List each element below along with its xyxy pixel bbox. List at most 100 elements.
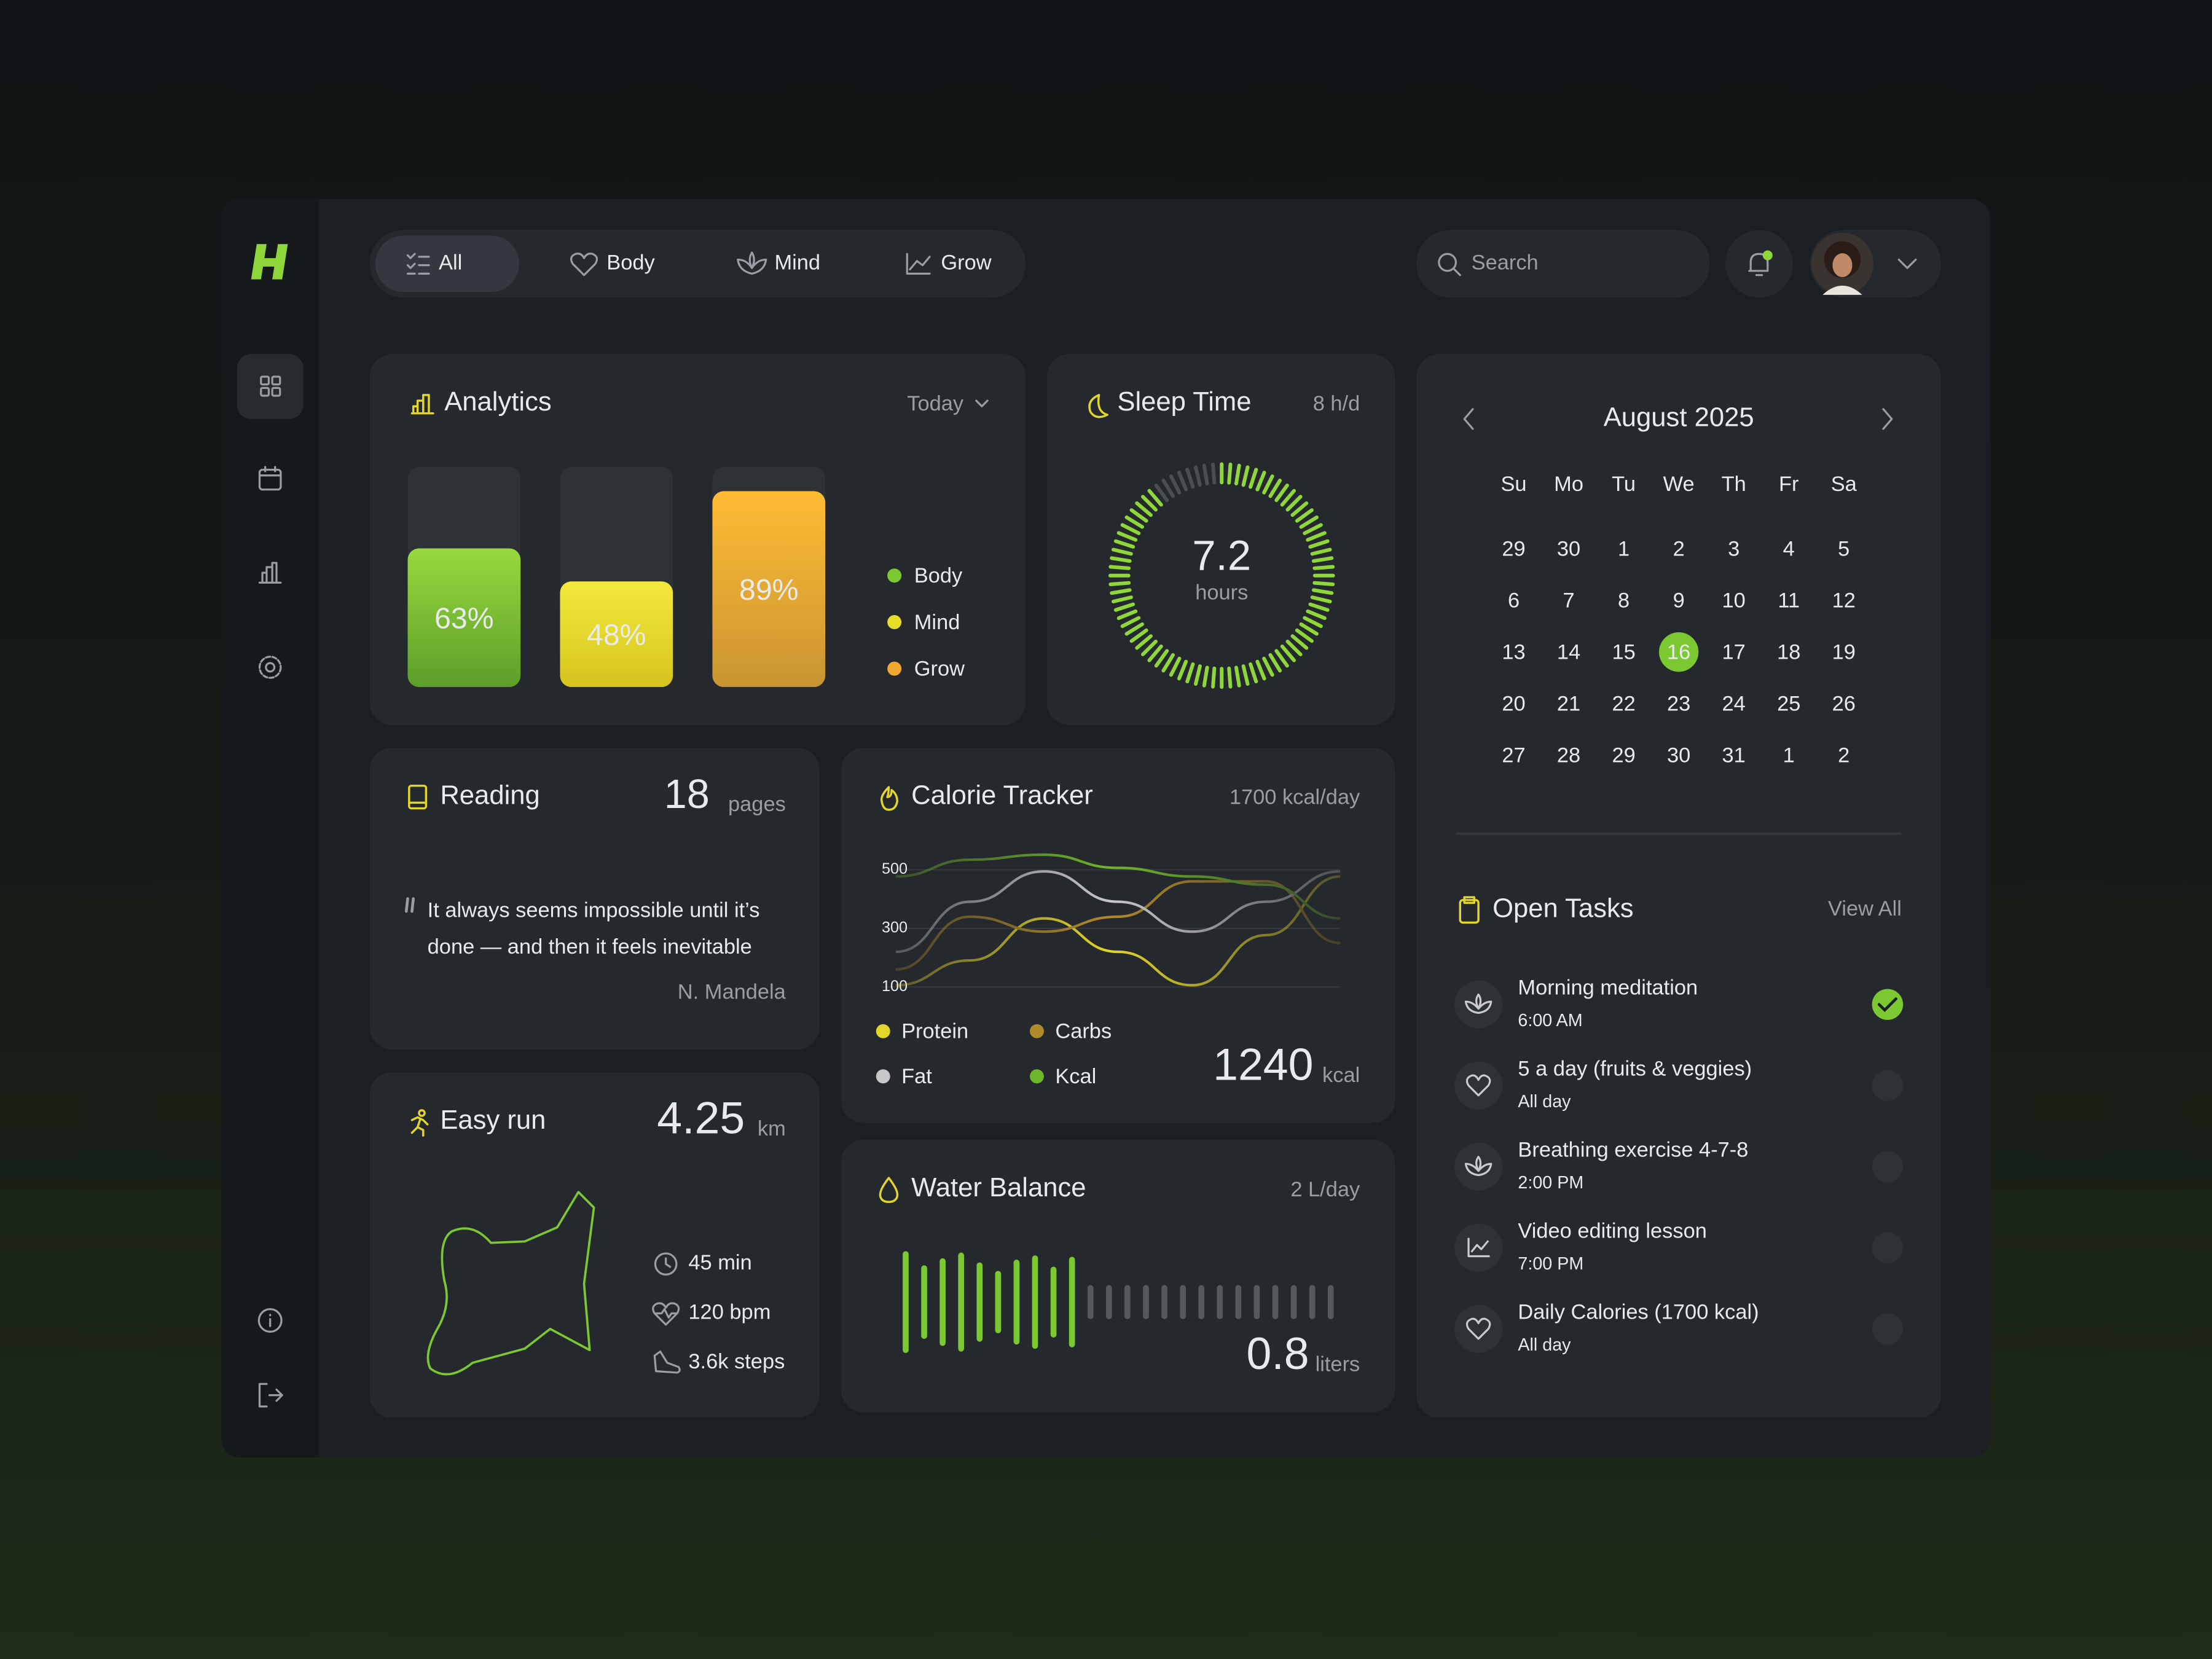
run-title: Easy run <box>440 1105 546 1135</box>
task-title: Morning meditation <box>1518 976 1698 1000</box>
water-icon <box>879 1177 899 1203</box>
day[interactable]: 17 <box>1722 641 1746 664</box>
tab-label[interactable]: Mind <box>774 251 820 274</box>
day[interactable]: 25 <box>1777 692 1800 716</box>
run-stat: 120 bpm <box>688 1301 771 1324</box>
legend-label: Mind <box>914 611 960 634</box>
day[interactable]: 21 <box>1557 692 1580 716</box>
search-box[interactable] <box>1416 230 1710 298</box>
notification-button[interactable] <box>1725 230 1794 298</box>
tab-label[interactable]: Body <box>606 251 655 274</box>
analytics-icon <box>410 394 434 415</box>
task-check[interactable] <box>1872 1070 1904 1101</box>
task-icon <box>1467 1237 1490 1258</box>
day[interactable]: 30 <box>1667 744 1690 767</box>
day[interactable]: 29 <box>1612 744 1635 767</box>
task-check[interactable] <box>1872 989 1904 1020</box>
task-check[interactable] <box>1872 1232 1904 1263</box>
task-icon-bg <box>1454 1142 1503 1191</box>
legend-label: Kcal <box>1055 1065 1096 1088</box>
task-icon <box>1464 1156 1492 1177</box>
day[interactable]: 9 <box>1673 589 1685 613</box>
task-check[interactable] <box>1872 1151 1904 1182</box>
nav-logout[interactable] <box>258 1382 283 1408</box>
sidebar <box>221 198 319 1457</box>
task-icon <box>1465 1317 1491 1340</box>
day[interactable]: 29 <box>1502 538 1525 561</box>
day[interactable]: 2 <box>1838 744 1849 767</box>
day[interactable]: 27 <box>1502 744 1525 767</box>
quote-author: N. Mandela <box>678 980 786 1003</box>
bar-label: 89% <box>739 573 798 606</box>
prev-month[interactable] <box>1463 408 1474 430</box>
calorie-card <box>841 747 1395 1123</box>
day[interactable]: 16 <box>1667 641 1690 664</box>
tab-active-bg <box>375 235 519 292</box>
weekday: Fr <box>1779 473 1798 496</box>
tab-label[interactable]: All <box>439 251 462 274</box>
sleep-goal: 8 h/d <box>1313 392 1360 415</box>
task-icon-bg <box>1454 1223 1503 1272</box>
legend-dot <box>1030 1024 1044 1038</box>
day[interactable]: 5 <box>1838 538 1849 561</box>
y-tick-label: 500 <box>882 860 908 877</box>
day[interactable]: 24 <box>1722 692 1746 716</box>
run-distance: 4.25 <box>657 1092 745 1143</box>
day[interactable]: 6 <box>1508 589 1520 613</box>
day[interactable]: 15 <box>1612 641 1635 664</box>
water-title: Water Balance <box>911 1173 1086 1202</box>
task-check[interactable] <box>1872 1313 1904 1345</box>
task-title: Breathing exercise 4-7-8 <box>1518 1139 1748 1162</box>
tab-icon-body <box>570 253 598 276</box>
day[interactable]: 1 <box>1783 744 1795 767</box>
nav-info[interactable] <box>257 1308 283 1333</box>
legend-label: Carbs <box>1055 1020 1112 1043</box>
day[interactable]: 14 <box>1557 641 1580 664</box>
day[interactable]: 4 <box>1783 538 1795 561</box>
day[interactable]: 7 <box>1563 589 1574 613</box>
logo[interactable] <box>251 244 288 280</box>
sleep-icon <box>1088 394 1109 418</box>
day[interactable]: 10 <box>1722 589 1746 613</box>
tab-label[interactable]: Grow <box>941 251 991 274</box>
day[interactable]: 20 <box>1502 692 1525 716</box>
day[interactable]: 1 <box>1618 538 1630 561</box>
day[interactable]: 30 <box>1557 538 1580 561</box>
tab-icon-mind <box>737 251 767 275</box>
day[interactable]: 23 <box>1667 692 1690 716</box>
task-title: Video editing lesson <box>1518 1220 1706 1243</box>
period-select[interactable]: Today <box>907 392 964 415</box>
bar <box>712 491 826 688</box>
day[interactable]: 2 <box>1673 538 1685 561</box>
next-month[interactable] <box>1882 408 1893 430</box>
legend-label: Protein <box>901 1020 968 1043</box>
legend-label: Grow <box>914 657 965 681</box>
day[interactable]: 28 <box>1557 744 1580 767</box>
day[interactable]: 12 <box>1832 589 1856 613</box>
bell-icon <box>1748 253 1769 276</box>
nav-dashboard[interactable] <box>260 375 281 397</box>
water-goal: 2 L/day <box>1290 1178 1360 1201</box>
day[interactable]: 8 <box>1618 589 1630 613</box>
nav-settings[interactable] <box>258 656 282 679</box>
day[interactable]: 26 <box>1832 692 1856 716</box>
sleep-ring-rest <box>1154 462 1217 503</box>
notification-dot <box>1762 250 1773 261</box>
day[interactable]: 18 <box>1777 641 1800 664</box>
day[interactable]: 22 <box>1612 692 1635 716</box>
day[interactable]: 19 <box>1832 641 1856 664</box>
view-all[interactable]: View All <box>1828 897 1902 920</box>
day[interactable]: 3 <box>1728 538 1739 561</box>
calorie-icon <box>880 786 898 811</box>
calorie-line <box>895 880 1341 971</box>
tab-bar <box>369 230 1026 298</box>
calorie-line <box>895 875 1341 987</box>
legend-dot <box>876 1069 890 1084</box>
day[interactable]: 11 <box>1778 589 1800 613</box>
day[interactable]: 13 <box>1502 641 1525 664</box>
nav-calendar[interactable] <box>258 466 282 491</box>
calorie-unit: kcal <box>1322 1064 1360 1087</box>
day[interactable]: 31 <box>1722 744 1746 767</box>
nav-stats[interactable] <box>258 562 282 584</box>
